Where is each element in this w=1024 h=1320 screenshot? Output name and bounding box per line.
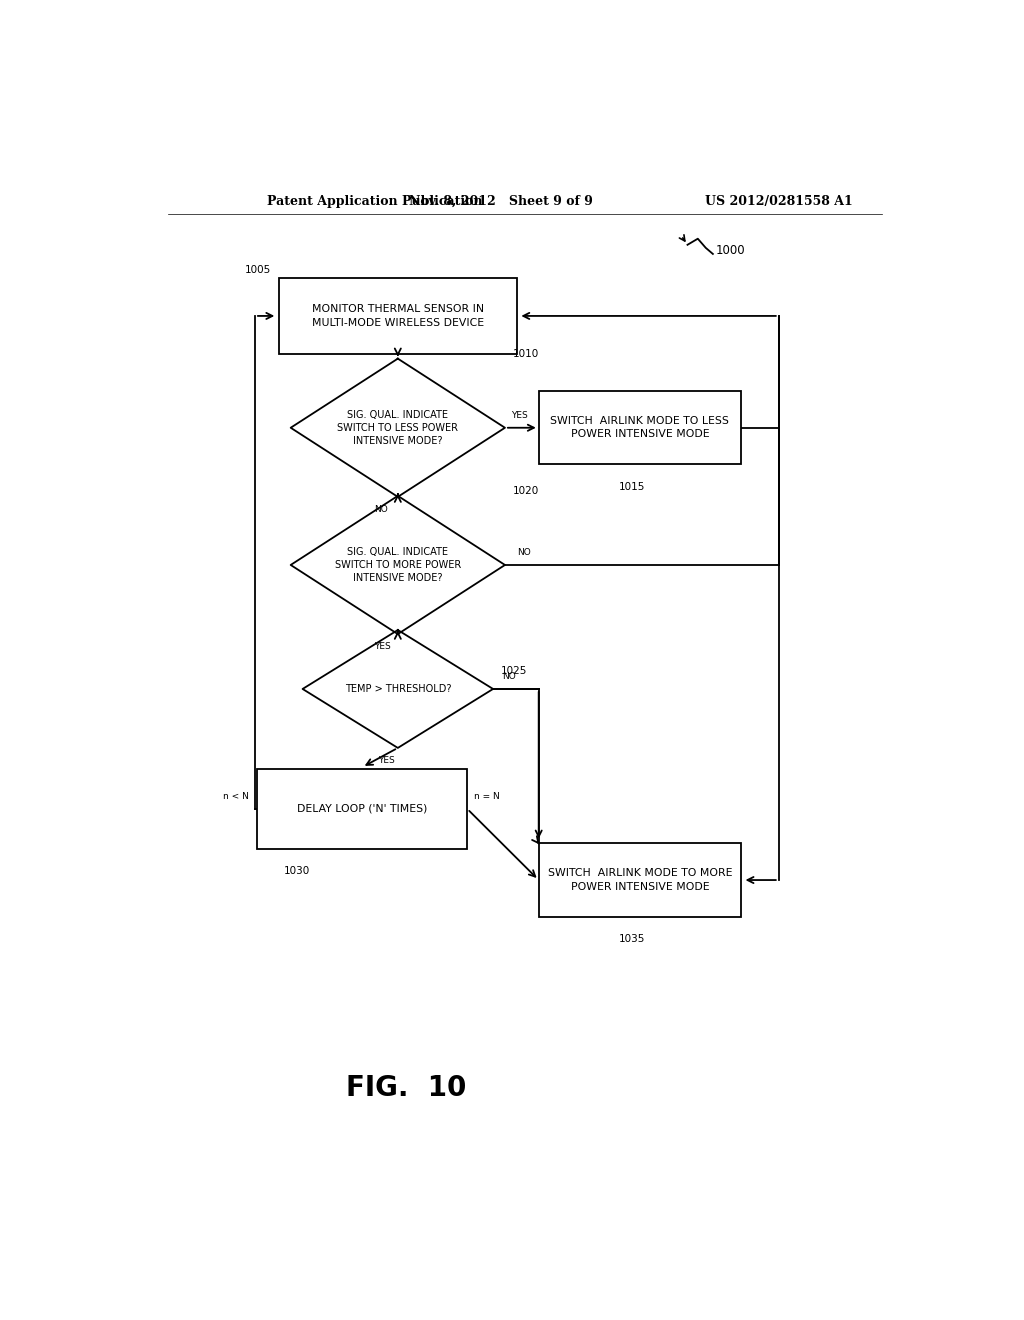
Text: 1020: 1020: [513, 486, 540, 496]
Text: YES: YES: [374, 642, 391, 651]
Text: SWITCH  AIRLINK MODE TO MORE
POWER INTENSIVE MODE: SWITCH AIRLINK MODE TO MORE POWER INTENS…: [548, 869, 732, 891]
Text: 1000: 1000: [715, 244, 744, 257]
Text: NO: NO: [503, 672, 516, 681]
Text: NO: NO: [517, 548, 530, 557]
Text: TEMP > THRESHOLD?: TEMP > THRESHOLD?: [344, 684, 452, 694]
Text: 1005: 1005: [245, 265, 270, 275]
Text: 1015: 1015: [618, 482, 645, 491]
Text: n < N: n < N: [223, 792, 249, 801]
Polygon shape: [303, 630, 494, 748]
Text: Nov. 8, 2012   Sheet 9 of 9: Nov. 8, 2012 Sheet 9 of 9: [409, 194, 593, 207]
Text: 1035: 1035: [618, 935, 645, 944]
FancyBboxPatch shape: [257, 770, 467, 849]
Text: 1025: 1025: [501, 667, 527, 676]
Polygon shape: [291, 359, 505, 496]
Text: Patent Application Publication: Patent Application Publication: [267, 194, 482, 207]
FancyBboxPatch shape: [539, 843, 741, 916]
Text: DELAY LOOP ('N' TIMES): DELAY LOOP ('N' TIMES): [297, 804, 427, 814]
Text: SIG. QUAL. INDICATE
SWITCH TO LESS POWER
INTENSIVE MODE?: SIG. QUAL. INDICATE SWITCH TO LESS POWER…: [337, 409, 459, 446]
Text: SWITCH  AIRLINK MODE TO LESS
POWER INTENSIVE MODE: SWITCH AIRLINK MODE TO LESS POWER INTENS…: [551, 416, 729, 440]
Text: MONITOR THERMAL SENSOR IN
MULTI-MODE WIRELESS DEVICE: MONITOR THERMAL SENSOR IN MULTI-MODE WIR…: [311, 305, 484, 327]
Polygon shape: [291, 496, 505, 634]
Text: YES: YES: [378, 755, 394, 764]
Text: SIG. QUAL. INDICATE
SWITCH TO MORE POWER
INTENSIVE MODE?: SIG. QUAL. INDICATE SWITCH TO MORE POWER…: [335, 546, 461, 583]
Text: FIG.  10: FIG. 10: [345, 1074, 466, 1102]
FancyBboxPatch shape: [539, 391, 741, 465]
Text: n = N: n = N: [474, 792, 500, 801]
Text: 1010: 1010: [513, 348, 540, 359]
Text: NO: NO: [374, 504, 388, 513]
Text: YES: YES: [511, 411, 528, 420]
FancyBboxPatch shape: [279, 277, 517, 354]
Text: 1030: 1030: [284, 866, 310, 876]
Text: US 2012/0281558 A1: US 2012/0281558 A1: [705, 194, 853, 207]
